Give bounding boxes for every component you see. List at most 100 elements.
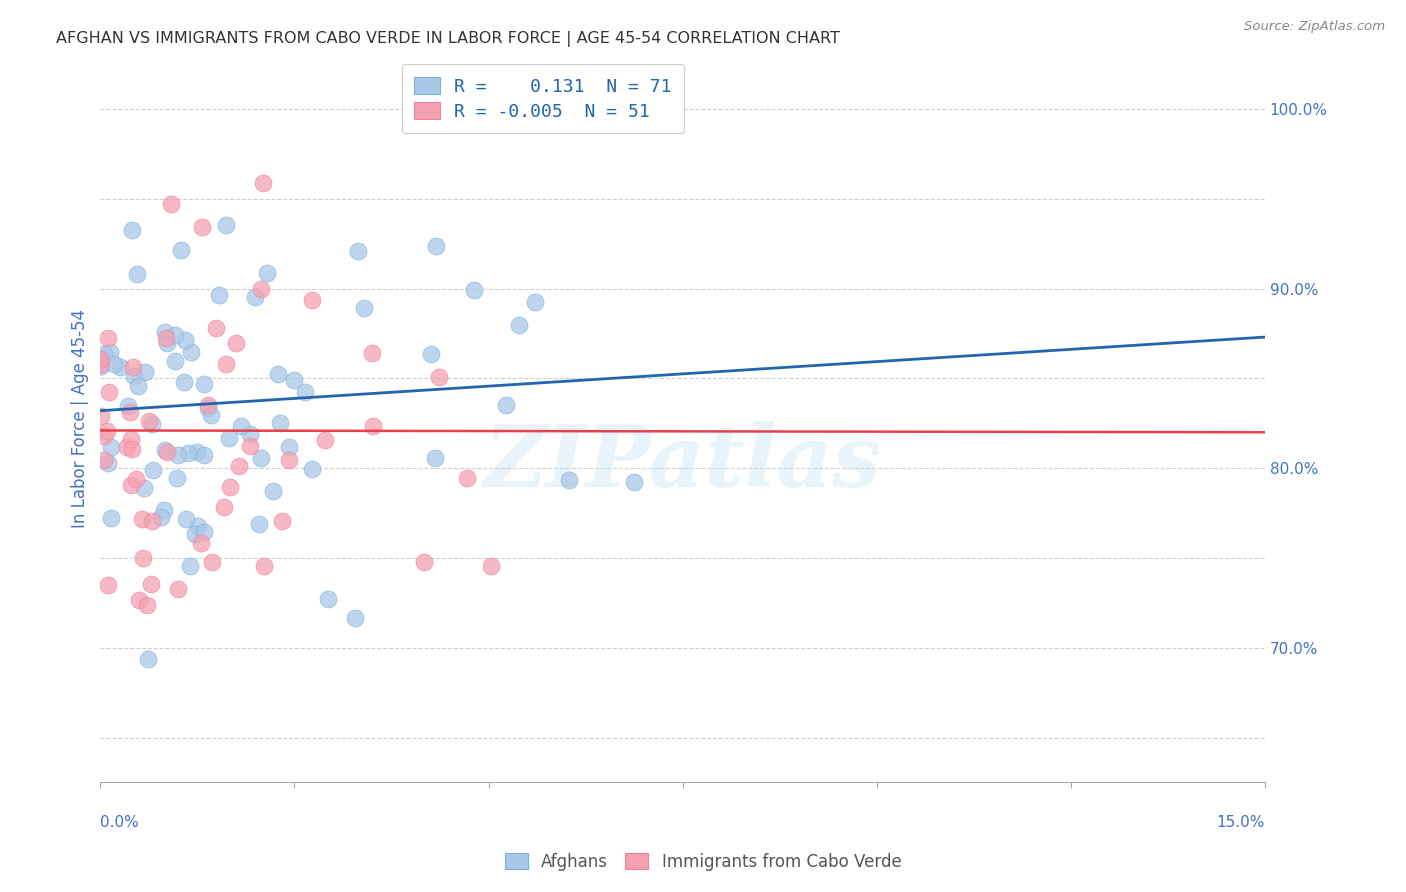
Point	[124, 472, 146, 486]
Point	[197, 401, 219, 415]
Point	[361, 419, 384, 434]
Point	[278, 453, 301, 467]
Point	[294, 384, 316, 399]
Point	[153, 442, 176, 457]
Point	[314, 433, 336, 447]
Point	[186, 445, 208, 459]
Point	[456, 470, 478, 484]
Point	[425, 239, 447, 253]
Point	[201, 555, 224, 569]
Point	[316, 591, 339, 606]
Point	[191, 219, 214, 234]
Point	[121, 442, 143, 456]
Point	[179, 559, 201, 574]
Point	[343, 611, 366, 625]
Point	[97, 331, 120, 345]
Text: 15.0%: 15.0%	[1216, 814, 1265, 830]
Point	[420, 347, 443, 361]
Point	[136, 652, 159, 666]
Point	[183, 527, 205, 541]
Point	[256, 267, 278, 281]
Point	[239, 426, 262, 441]
Point	[132, 481, 155, 495]
Point	[186, 518, 208, 533]
Point	[495, 398, 517, 412]
Point	[141, 514, 163, 528]
Point	[238, 439, 260, 453]
Point	[150, 509, 173, 524]
Text: Source: ZipAtlas.com: Source: ZipAtlas.com	[1244, 20, 1385, 33]
Point	[121, 360, 143, 375]
Point	[141, 417, 163, 432]
Point	[132, 551, 155, 566]
Point	[138, 414, 160, 428]
Point	[166, 582, 188, 596]
Point	[97, 456, 120, 470]
Point	[190, 536, 212, 550]
Point	[89, 352, 111, 367]
Point	[155, 331, 177, 345]
Point	[301, 461, 323, 475]
Point	[557, 474, 579, 488]
Point	[278, 440, 301, 454]
Point	[120, 478, 142, 492]
Point	[153, 503, 176, 517]
Point	[117, 399, 139, 413]
Point	[269, 416, 291, 430]
Point	[524, 295, 547, 310]
Point	[173, 375, 195, 389]
Point	[208, 288, 231, 302]
Point	[228, 458, 250, 473]
Point	[118, 405, 141, 419]
Point	[173, 334, 195, 348]
Point	[250, 282, 273, 296]
Point	[218, 480, 240, 494]
Point	[229, 419, 252, 434]
Point	[218, 431, 240, 445]
Point	[93, 347, 115, 361]
Point	[142, 463, 165, 477]
Point	[262, 484, 284, 499]
Point	[253, 559, 276, 574]
Point	[623, 475, 645, 490]
Point	[215, 357, 238, 371]
Point	[97, 384, 120, 399]
Point	[160, 197, 183, 211]
Point	[247, 517, 270, 532]
Point	[301, 293, 323, 307]
Point	[131, 512, 153, 526]
Point	[100, 511, 122, 525]
Point	[97, 578, 120, 592]
Point	[156, 336, 179, 351]
Point	[193, 448, 215, 462]
Point	[93, 428, 115, 442]
Point	[156, 445, 179, 459]
Point	[96, 424, 118, 438]
Point	[252, 176, 274, 190]
Point	[360, 346, 382, 360]
Legend: Afghans, Immigrants from Cabo Verde: Afghans, Immigrants from Cabo Verde	[496, 845, 910, 880]
Point	[121, 222, 143, 236]
Point	[205, 320, 228, 334]
Point	[425, 451, 447, 466]
Point	[122, 368, 145, 383]
Point	[163, 354, 186, 368]
Point	[166, 471, 188, 485]
Point	[103, 357, 125, 371]
Legend: R =    0.131  N = 71, R = -0.005  N = 51: R = 0.131 N = 71, R = -0.005 N = 51	[402, 64, 685, 134]
Point	[463, 283, 485, 297]
Point	[508, 318, 530, 333]
Point	[250, 450, 273, 465]
Point	[120, 432, 142, 446]
Point	[193, 524, 215, 539]
Point	[167, 448, 190, 462]
Point	[177, 445, 200, 459]
Text: ZIPatlas: ZIPatlas	[484, 421, 882, 504]
Text: 0.0%: 0.0%	[100, 814, 139, 830]
Point	[193, 376, 215, 391]
Point	[346, 244, 368, 259]
Point	[115, 440, 138, 454]
Point	[90, 409, 112, 423]
Point	[353, 301, 375, 315]
Point	[174, 512, 197, 526]
